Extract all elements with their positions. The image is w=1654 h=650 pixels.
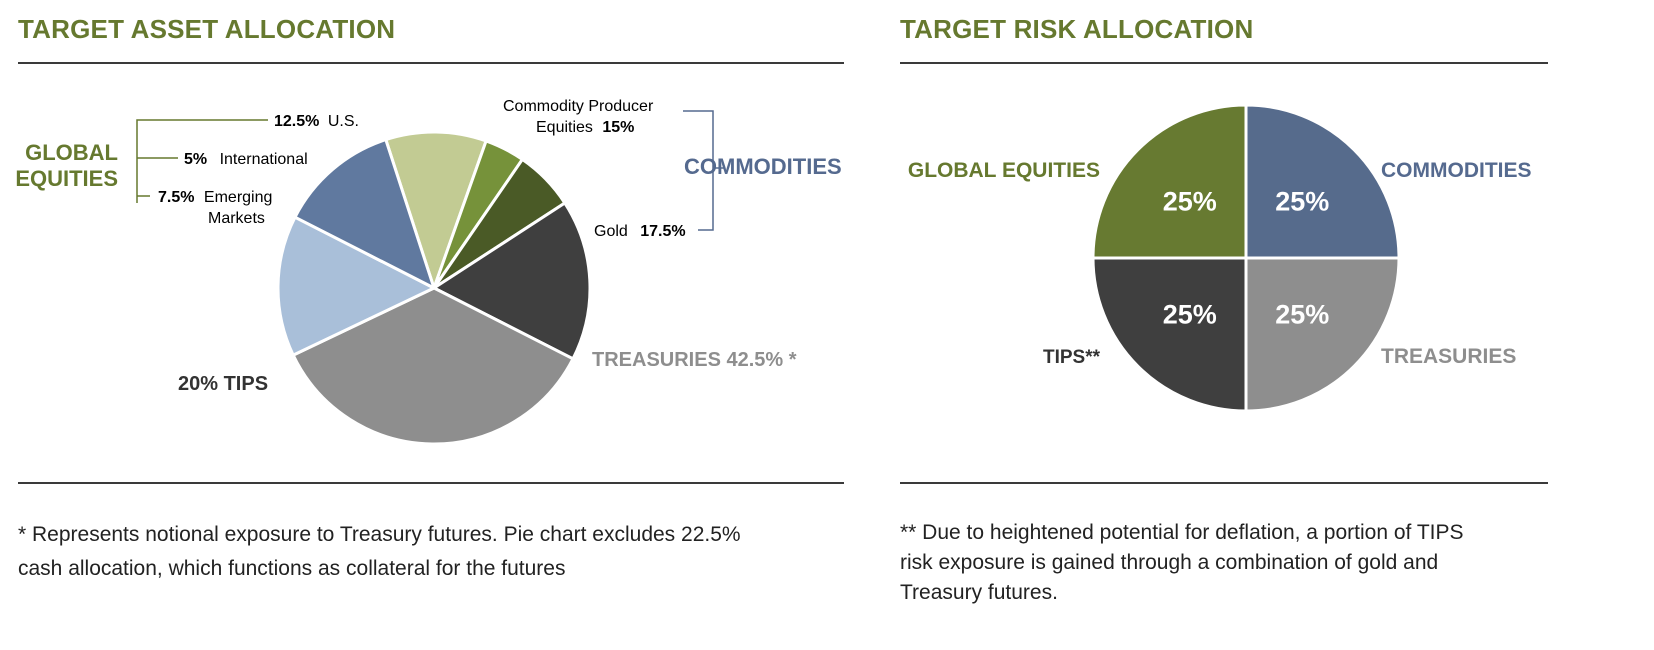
risk-allocation-title: TARGET RISK ALLOCATION [900,14,1254,44]
asset-slice-gold [276,215,436,357]
asset-slice-u-s [384,130,488,290]
risk-slice-tips [1091,256,1248,413]
risk-slice-global-equities [1091,103,1248,260]
gold-name-label: Gold [594,223,628,240]
emerging-name-label-line2: Markets [208,210,265,227]
asset-footnote: * Represents notional exposure to Treasu… [18,518,848,586]
us-label: 12.5% U.S. [274,113,359,130]
international-value-label: 5% [184,151,207,168]
risk-value-label-tips: 25% [1163,299,1217,329]
producer-label-line2: Equities 15% [536,119,634,136]
asset-slice-tips [432,201,592,361]
gold-value-label: 17.5% [640,223,685,240]
risk-commodities-label: COMMODITIES [1381,159,1532,182]
gold-label: Gold 17.5% [594,223,686,240]
asset-slice-commodity-producer-equities [293,138,436,290]
asset-allocation-pie [276,130,592,446]
us-name-label: U.S. [328,113,359,130]
risk-annotations: GLOBAL EQUITIES COMMODITIES TIPS** TREAS… [908,159,1532,368]
tips-label: 20% TIPS [178,373,268,395]
risk-treasuries-label: TREASURIES [1381,345,1516,368]
risk-slice-treasuries [1244,256,1401,413]
producer-name-label2: Equities [536,119,593,136]
asset-top-rule [18,62,844,64]
asset-allocation-title: TARGET ASSET ALLOCATION [18,14,396,44]
asset-slice-treasuries [291,286,575,446]
risk-allocation-pie: 25% 25% 25% 25% [1091,103,1401,413]
risk-top-rule [900,62,1548,64]
risk-slice-commodities [1244,103,1401,260]
producer-value-label: 15% [602,119,634,136]
risk-tips-label: TIPS** [1043,347,1101,368]
risk-footnote: ** Due to heightened potential for defla… [900,518,1550,608]
international-name-label: International [220,151,308,168]
international-label: 5% International [184,151,308,168]
risk-value-label-global-equities: 25% [1163,187,1217,217]
producer-label-line1: Commodity Producer [503,98,654,115]
emerging-name-label: Emerging [204,189,272,206]
risk-footnote-line2: risk exposure is gained through a combin… [900,551,1439,574]
equities-group-label-line2: EQUITIES [15,166,118,191]
risk-footnote-line1: ** Due to heightened potential for defla… [900,521,1464,544]
asset-footnote-line1: * Represents notional exposure to Treasu… [18,523,741,546]
risk-bottom-rule [900,482,1548,484]
commodities-bracket [683,110,725,231]
risk-value-label-treasuries: 25% [1275,299,1329,329]
risk-value-label-commodities: 25% [1275,187,1329,217]
equities-bracket [136,119,268,203]
risk-equities-label: GLOBAL EQUITIES [908,159,1100,182]
us-value-label: 12.5% [274,113,319,130]
commodities-group-label: COMMODITIES [684,154,842,179]
asset-bottom-rule [18,482,844,484]
risk-footnote-line3: Treasury futures. [900,581,1058,604]
asset-annotations: GLOBAL EQUITIES 12.5% U.S. 5% Internatio… [15,98,841,395]
emerging-label: 7.5% Emerging [158,189,272,206]
emerging-value-label: 7.5% [158,189,194,206]
asset-footnote-line2: cash allocation, which functions as coll… [18,557,566,580]
treasuries-label: TREASURIES 42.5% * [592,349,797,371]
equities-group-label-line1: GLOBAL [25,140,118,165]
